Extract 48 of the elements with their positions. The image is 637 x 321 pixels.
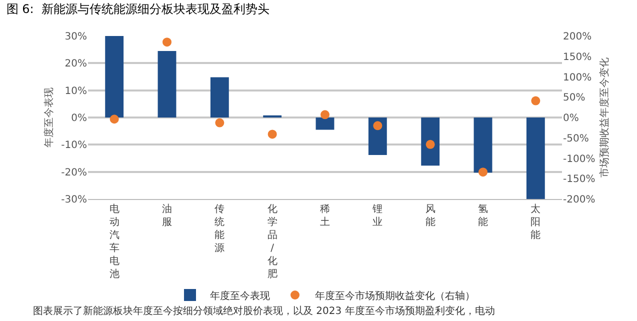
y2-tick-label: -100% — [563, 154, 596, 165]
bar — [526, 118, 545, 199]
y-tick-label: -30% — [61, 194, 87, 206]
y-tick-label: 20% — [64, 58, 87, 70]
point — [320, 110, 330, 120]
x-tick-label: 稀土 — [320, 203, 330, 228]
y-tick-label: 10% — [64, 86, 87, 97]
text: 图表展示了新能源板块年度至今按细分领域绝对股价表现，以及 2023 年度至今市场预期盈利变化，电动 — [33, 305, 495, 317]
x-tick-label: 太阳能 — [530, 203, 541, 241]
y-tick-label: 0% — [71, 113, 87, 124]
point — [478, 168, 488, 177]
y2-tick-label: -50% — [563, 133, 589, 144]
bar — [421, 118, 440, 166]
x-tick-label: 氢能 — [478, 204, 488, 228]
x-tick-label: 电动汽车电池 — [109, 203, 120, 280]
y2-tick-label: 150% — [563, 52, 592, 63]
point — [215, 118, 224, 128]
x-tick-label: 风能 — [425, 204, 436, 228]
bar — [316, 118, 334, 130]
y-tick-label: -10% — [61, 140, 87, 152]
point — [110, 114, 119, 124]
point — [162, 38, 172, 47]
y-tick-label: 30% — [64, 32, 87, 42]
y2-tick-label: -150% — [563, 174, 596, 186]
bar — [368, 118, 387, 155]
y2-tick-label: 100% — [563, 72, 592, 84]
bar — [158, 50, 176, 118]
bar — [105, 36, 124, 118]
legend-label: 年度至今表现 — [210, 290, 270, 302]
y-axis-title: 年度至今表现 — [43, 88, 56, 148]
x-tick-label: 油服 — [162, 203, 172, 228]
bar — [210, 77, 229, 118]
point — [531, 96, 540, 106]
point — [268, 130, 277, 139]
x-tick-label: 化学品/化肥 — [267, 203, 278, 280]
legend-label: 年度至今市场预期收益变化（右轴） — [315, 290, 475, 302]
bar — [474, 118, 492, 173]
point — [373, 121, 382, 130]
y2-tick-label: 0% — [563, 113, 579, 124]
y2-tick-label: -200% — [563, 194, 596, 206]
y2-tick-label: 200% — [563, 32, 592, 42]
chart-title: 图 6: 新能源与传统能源细分板块表现及盈利势头 — [6, 2, 270, 16]
x-tick-label: 传统能源 — [214, 204, 225, 254]
y2-axis-title: 市场预期收益年度至今变化 — [598, 58, 611, 178]
x-tick-label: 锂业 — [372, 204, 383, 228]
point — [426, 140, 435, 149]
y2-tick-label: 50% — [563, 92, 586, 104]
y-tick-label: -20% — [61, 167, 87, 178]
